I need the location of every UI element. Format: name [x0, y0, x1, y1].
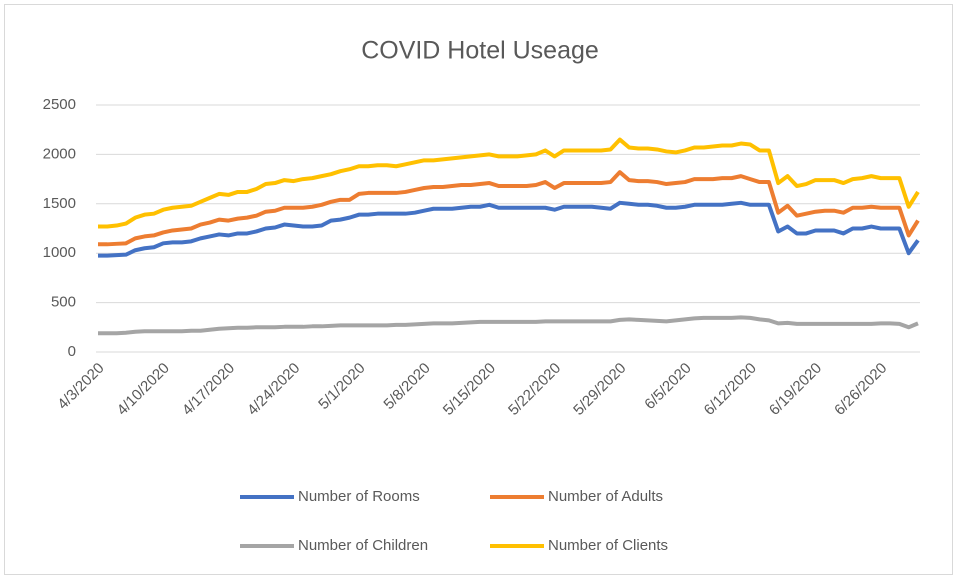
y-tick-label: 2000	[43, 145, 76, 162]
legend-label: Number of Clients	[548, 537, 668, 554]
series-line	[98, 200, 920, 258]
y-tick-label: 1500	[43, 195, 76, 212]
y-tick-label: 500	[51, 294, 76, 311]
y-tick-label: 0	[68, 343, 76, 360]
legend-label: Number of Children	[298, 537, 428, 554]
series-line	[98, 170, 920, 247]
series-line	[98, 137, 920, 229]
y-tick-label: 2500	[43, 96, 76, 113]
chart-frame	[4, 4, 953, 575]
series-line	[98, 315, 919, 336]
legend-label: Number of Adults	[548, 488, 663, 505]
chart-title: COVID Hotel Useage	[361, 37, 599, 65]
legend-label: Number of Rooms	[298, 488, 420, 505]
y-tick-label: 1000	[43, 244, 76, 261]
